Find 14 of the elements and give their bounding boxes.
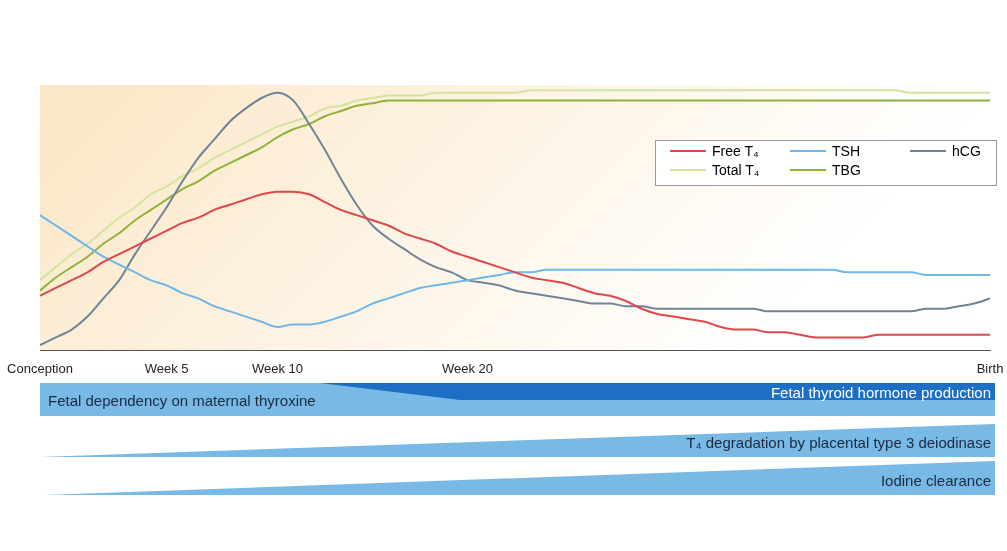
legend-label: Free T₄ xyxy=(712,143,759,159)
text: Fetal thyroid hormone production xyxy=(770,384,991,401)
legend-label: hCG xyxy=(952,143,981,159)
legend-label: TBG xyxy=(832,162,861,178)
x-tick-label: Conception xyxy=(7,360,73,376)
text: Fetal dependency on maternal thyroxine xyxy=(48,392,316,409)
text: T₄ degradation by placental type 3 deiodinase xyxy=(686,434,991,451)
x-tick-label: Week 10 xyxy=(251,360,304,376)
legend-label: TSH xyxy=(832,143,860,159)
text: Iodine clearance xyxy=(880,472,991,489)
x-tick-label: Week 5 xyxy=(144,360,189,376)
legend-label: Total T₄ xyxy=(712,162,760,178)
x-tick-label: Week 20 xyxy=(441,360,494,376)
x-tick-label: Birth xyxy=(976,360,1004,376)
